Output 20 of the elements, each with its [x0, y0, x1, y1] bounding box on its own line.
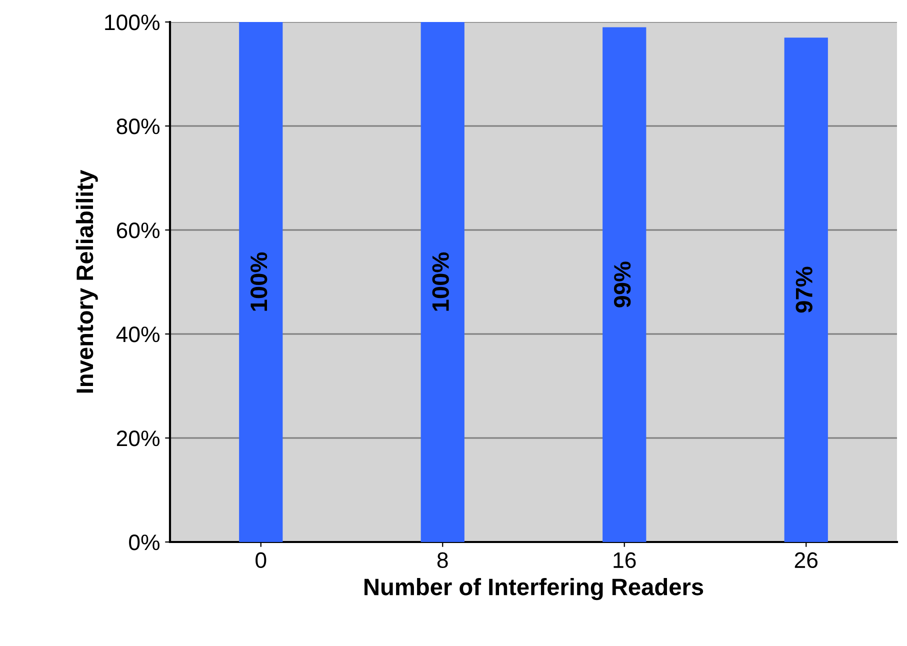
x-axis-title: Number of Interfering Readers	[364, 578, 704, 600]
data-label: 99%	[614, 262, 631, 308]
y-tick-label: 60%	[116, 222, 160, 238]
x-tick-label: 8	[437, 552, 448, 568]
bar	[239, 22, 283, 542]
y-tick-label: 80%	[116, 118, 160, 134]
y-tick-label: 20%	[116, 430, 160, 446]
bar	[420, 22, 464, 542]
x-tick-label: 26	[794, 552, 818, 568]
data-label: 100%	[432, 252, 449, 311]
data-label: 97%	[796, 266, 812, 313]
data-label: 100%	[250, 252, 268, 311]
y-tick-label: 0%	[129, 534, 160, 550]
bar	[784, 38, 828, 542]
y-tick-label: 100%	[105, 14, 160, 30]
y-tick-label: 40%	[116, 326, 160, 342]
x-tick-label: 16	[614, 552, 636, 568]
x-tick-label: 0	[256, 552, 266, 568]
bar	[602, 27, 646, 542]
y-axis-title: Inventory Reliability	[76, 170, 98, 393]
